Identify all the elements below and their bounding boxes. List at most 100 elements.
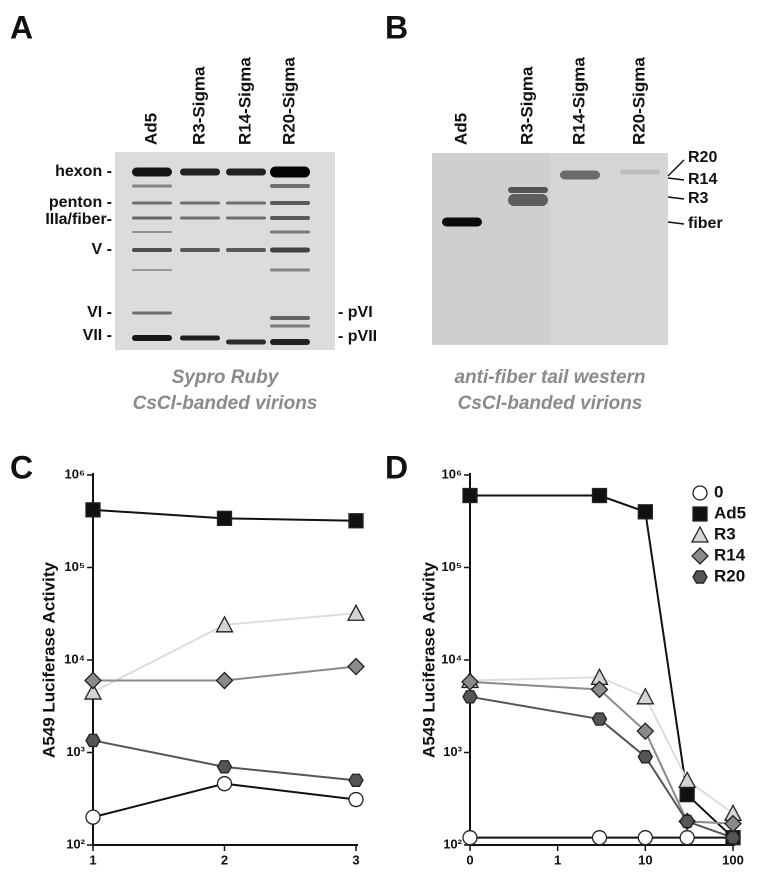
marker — [347, 657, 365, 676]
panel-letter: A — [10, 9, 33, 45]
gel-band — [270, 268, 310, 272]
band-label: - pVI — [338, 304, 373, 321]
gel-band — [270, 216, 310, 220]
gel-band — [180, 335, 220, 341]
marker — [637, 750, 654, 764]
gel-band — [132, 248, 172, 252]
y-tick-label: 10³ — [66, 744, 85, 759]
marker — [216, 776, 233, 792]
x-tick-label: 0 — [466, 852, 473, 867]
marker — [215, 671, 234, 690]
legend-label: R3 — [714, 524, 736, 543]
marker — [462, 690, 478, 704]
legend-label: R20 — [714, 566, 745, 585]
marker — [462, 487, 478, 504]
band-label: IIIa/fiber- — [45, 211, 112, 228]
gel-band — [132, 201, 172, 205]
marker — [637, 504, 653, 520]
caption: CsCl-banded virions — [458, 393, 643, 414]
marker — [348, 791, 364, 808]
band-label: R20 — [688, 149, 717, 166]
band-pointer — [667, 177, 685, 181]
lane-label: R20-Sigma — [629, 57, 648, 145]
marker — [83, 682, 103, 700]
gel-band — [132, 311, 172, 315]
gel-band — [270, 316, 310, 320]
y-tick-label: 10⁶ — [65, 466, 85, 481]
band-pointer — [667, 159, 685, 177]
lane-label: R14-Sigma — [569, 57, 588, 145]
gel-band — [226, 201, 266, 205]
y-tick-label: 10⁵ — [64, 559, 85, 574]
lane-label: R3-Sigma — [189, 66, 208, 145]
lane-label: R3-Sigma — [517, 66, 536, 145]
gel-band — [270, 230, 310, 234]
gel-band — [270, 324, 310, 328]
band-pointer — [667, 221, 685, 225]
marker — [679, 830, 695, 846]
marker — [85, 733, 101, 748]
legend-marker — [692, 570, 708, 584]
gel-band — [620, 169, 660, 175]
x-tick-label: 100 — [722, 852, 744, 867]
band-label: R3 — [688, 190, 709, 207]
band-label: V - — [92, 241, 112, 258]
marker — [637, 830, 653, 846]
marker — [348, 513, 364, 529]
gel-band — [132, 167, 172, 177]
gel-band — [226, 168, 266, 176]
y-tick-label: 10⁴ — [64, 651, 85, 666]
caption: Sypro Ruby — [172, 367, 280, 388]
gel-band — [508, 187, 548, 193]
marker — [461, 672, 479, 691]
gel-band — [132, 335, 172, 341]
gel-band — [442, 217, 482, 227]
x-tick-label: 1 — [89, 852, 96, 867]
marker — [591, 712, 608, 726]
band-label: penton - — [49, 194, 112, 211]
legend-label: Ad5 — [714, 503, 746, 522]
legend-label: 0 — [714, 482, 723, 501]
band-pointer — [667, 196, 685, 200]
gel-band — [226, 248, 266, 252]
y-axis-title: A549 Luciferase Activity — [39, 562, 58, 758]
gel-band — [270, 166, 310, 178]
gel-band — [180, 201, 220, 205]
gel-band — [226, 216, 266, 220]
caption: anti-fiber tail western — [454, 367, 645, 388]
y-tick-label: 10⁵ — [441, 559, 462, 574]
panel-letter: D — [385, 449, 408, 485]
panel-letter: B — [385, 9, 408, 45]
lane-label: R14-Sigma — [235, 57, 254, 145]
lane-label: R20-Sigma — [279, 57, 298, 145]
x-tick-label: 1 — [554, 852, 561, 867]
marker — [679, 787, 695, 803]
lane-label: Ad5 — [451, 113, 470, 145]
marker — [679, 814, 695, 829]
y-tick-label: 10³ — [443, 744, 462, 759]
legend-label: R14 — [714, 545, 746, 564]
marker — [591, 487, 608, 504]
marker — [216, 760, 233, 774]
marker — [725, 830, 741, 845]
gel-band — [132, 216, 172, 220]
band-label: - pVII — [338, 328, 377, 345]
band-label: R14 — [688, 171, 717, 188]
band-label: hexon - — [55, 163, 112, 180]
y-tick-label: 10² — [443, 836, 462, 851]
marker — [215, 615, 234, 633]
legend-marker — [692, 506, 708, 522]
legend-marker — [692, 485, 708, 501]
gel-band — [180, 216, 220, 220]
gel-band — [180, 168, 220, 176]
lane-label: Ad5 — [141, 113, 160, 145]
gel-band — [180, 248, 220, 252]
gel-band — [226, 339, 266, 345]
gel-band — [270, 184, 310, 188]
y-tick-label: 10² — [66, 836, 85, 851]
y-tick-label: 10⁶ — [442, 466, 462, 481]
marker — [678, 770, 697, 788]
gel-band — [132, 269, 172, 271]
legend-marker — [690, 525, 710, 543]
gel-b-splice — [550, 153, 668, 345]
